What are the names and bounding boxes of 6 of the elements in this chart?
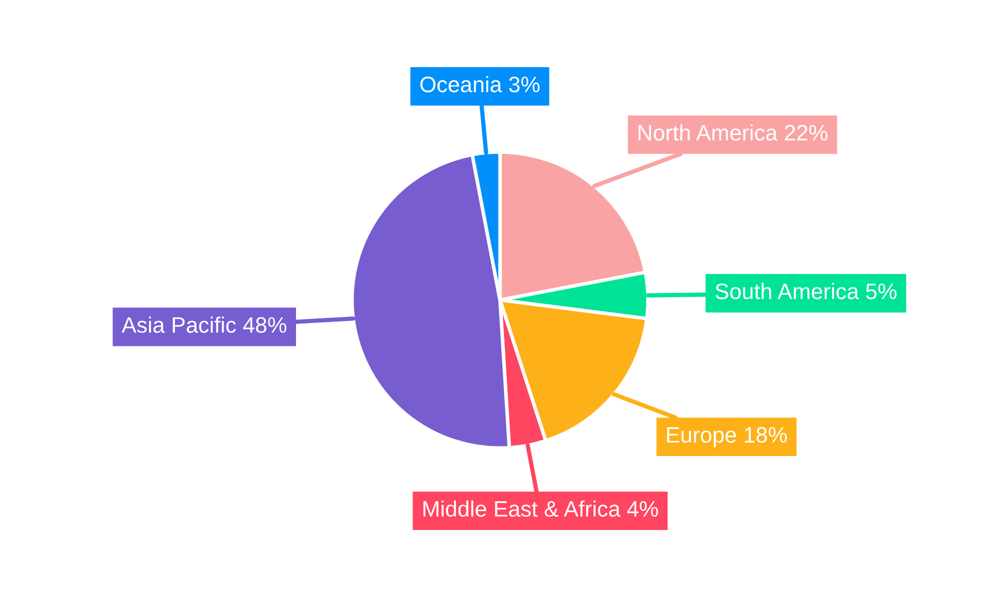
slice-label: Asia Pacific 48% bbox=[122, 316, 286, 333]
slice-label: Middle East & Africa 4% bbox=[423, 500, 658, 517]
slice-label: North America 22% bbox=[638, 124, 828, 141]
slice-label: Oceania 3% bbox=[420, 76, 540, 92]
slice-label: Europe 18% bbox=[667, 427, 787, 448]
slice-label: South America 5% bbox=[715, 282, 897, 300]
